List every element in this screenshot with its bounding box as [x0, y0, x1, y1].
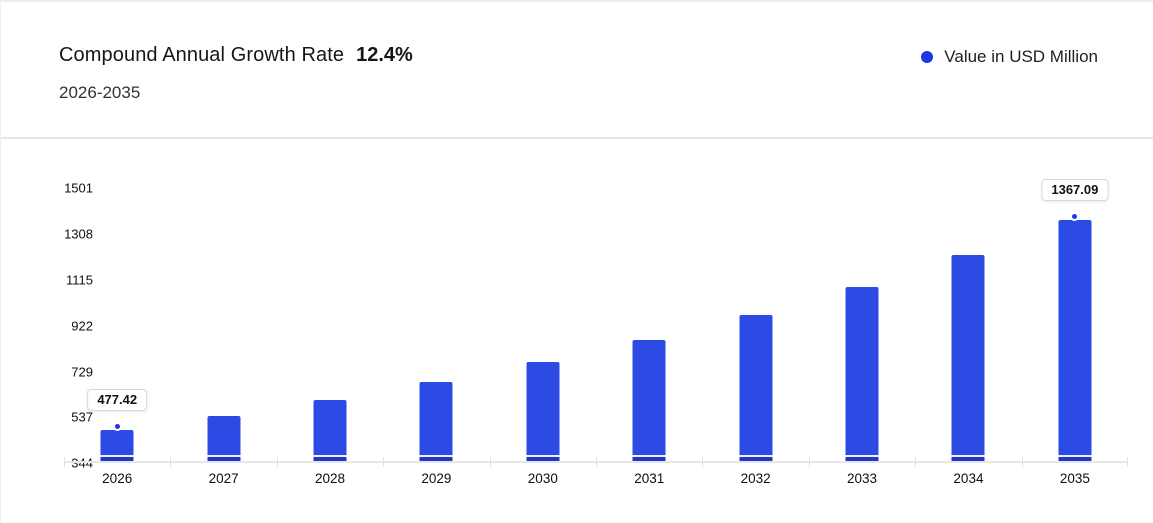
bar-base-stripe — [739, 455, 773, 461]
bar-2029[interactable] — [419, 382, 453, 461]
bar-base-stripe — [951, 455, 985, 461]
x-axis-tick-mark — [596, 457, 598, 467]
x-axis-tick-mark — [489, 457, 491, 467]
bar-2032[interactable] — [739, 315, 773, 461]
legend-label: Value in USD Million — [944, 47, 1098, 66]
point-marker-icon — [112, 421, 122, 431]
category-slot: 2027 — [170, 188, 276, 486]
y-axis-tick-label: 1308 — [64, 226, 93, 242]
x-axis-tick-label: 2028 — [314, 471, 346, 486]
bar-base-stripe — [526, 455, 560, 461]
category-slot: 1367.09 2035 — [1021, 178, 1129, 486]
y-axis-tick-label: 537 — [71, 409, 93, 425]
x-axis-tick-mark — [808, 457, 810, 467]
bar-2027[interactable] — [207, 415, 241, 461]
category-slot: 2033 — [808, 188, 915, 486]
y-axis-tick-label: 922 — [71, 318, 93, 334]
x-axis-tick-label: 2029 — [421, 471, 452, 486]
bar-base-stripe — [100, 455, 134, 461]
bar-2035[interactable] — [1058, 211, 1092, 461]
bar-base-stripe — [1058, 455, 1092, 461]
x-axis-tick-label: 2027 — [208, 471, 239, 486]
title-block: Compound Annual Growth Rate 12.4% 2026-2… — [59, 44, 413, 103]
bar-base-stripe — [207, 455, 241, 461]
data-label-2026: 477.42 — [87, 388, 148, 411]
x-axis-tick-mark — [1021, 457, 1023, 467]
chart-subtitle: 2026-2035 — [59, 83, 141, 102]
category-slot: 477.42 2026 — [64, 188, 170, 486]
x-axis-tick-label: 2030 — [527, 471, 558, 486]
chart-title: Compound Annual Growth Rate — [59, 44, 345, 66]
plot-area: 477.42 2026 2027 2028 2029 2030 2031 2032 2033 20… — [64, 178, 1129, 486]
bar-base-stripe — [419, 455, 453, 461]
x-axis-tick-mark — [170, 457, 172, 467]
bar-2030[interactable] — [526, 362, 560, 461]
bar-base-stripe — [845, 455, 879, 461]
bar-2033[interactable] — [845, 286, 879, 461]
bar-base-stripe — [313, 455, 347, 461]
x-axis-tick-label: 2031 — [634, 471, 665, 486]
chart-header: Compound Annual Growth Rate 12.4% 2026-2… — [1, 2, 1153, 139]
x-axis-tick-label: 2035 — [1059, 471, 1090, 486]
category-slot: 2032 — [702, 188, 808, 486]
x-axis-tick-mark — [383, 457, 385, 467]
x-axis-tick-mark — [276, 457, 278, 467]
chart-section: 344 537 729 922 1115 1308 1501 477.42 2026 2027 2… — [1, 139, 1153, 523]
y-axis-tick-label: 344 — [71, 455, 93, 471]
category-slot: 2030 — [489, 188, 596, 486]
category-slot: 2031 — [596, 188, 702, 486]
y-axis-tick-label: 1115 — [66, 272, 93, 288]
y-axis-tick-label: 729 — [71, 364, 93, 379]
x-axis-tick-label: 2034 — [953, 471, 984, 486]
y-axis-labels: 344 537 729 922 1115 1308 1501 — [41, 181, 93, 471]
category-slot: 2029 — [383, 188, 489, 486]
category-slot: 2034 — [915, 188, 1021, 486]
y-axis-tick-label: 1501 — [64, 180, 93, 196]
x-axis-tick-mark — [1127, 457, 1129, 467]
bar-2031[interactable] — [632, 340, 666, 461]
plot-slots: 477.42 2026 2027 2028 2029 2030 2031 2032 2033 20… — [64, 178, 1129, 486]
legend-item[interactable]: Value in USD Million — [921, 47, 1098, 67]
bar-base-stripe — [632, 455, 666, 461]
cagr-value: 12.4% — [356, 44, 413, 66]
data-label-2035: 1367.09 — [1041, 178, 1109, 201]
x-axis-tick-label: 2026 — [102, 471, 133, 486]
category-slot: 2028 — [276, 188, 383, 486]
x-axis-tick-label: 2032 — [740, 471, 771, 486]
x-axis-tick-mark — [702, 457, 704, 467]
x-axis-tick-mark — [64, 457, 65, 467]
x-axis-tick-mark — [915, 457, 917, 467]
bar-2028[interactable] — [313, 399, 347, 461]
point-marker-icon — [1070, 211, 1080, 221]
bar-2034[interactable] — [951, 255, 985, 461]
bar-2026[interactable] — [100, 421, 134, 461]
x-axis-tick-label: 2033 — [847, 471, 878, 486]
legend-marker-icon — [921, 51, 934, 63]
